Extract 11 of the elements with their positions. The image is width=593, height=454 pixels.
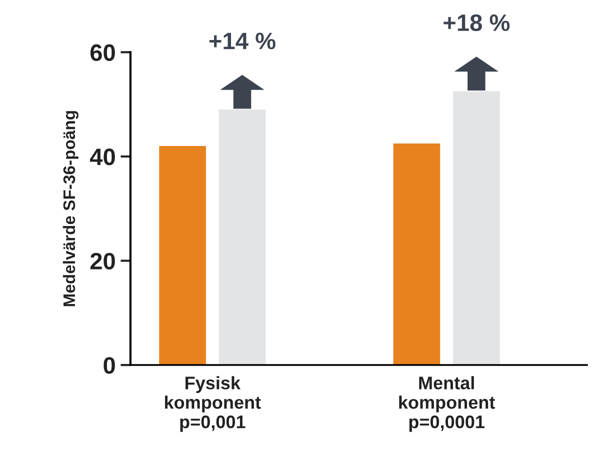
y-tick-label: 60 [90, 44, 115, 61]
x-tick-label: Mental komponent p=0,0001 [399, 376, 496, 432]
y-axis-title: Medelvärde SF-36-poäng [62, 111, 79, 306]
bar [393, 143, 440, 366]
y-tick-label: 40 [90, 148, 115, 166]
y-tick-label: 20 [90, 252, 115, 270]
y-tick-label: 0 [104, 357, 115, 374]
text: +18 % [444, 14, 510, 32]
text: +14 % [209, 32, 276, 50]
bar [159, 146, 206, 366]
x-tick-label: Fysisk komponent p=0,001 [165, 376, 261, 432]
